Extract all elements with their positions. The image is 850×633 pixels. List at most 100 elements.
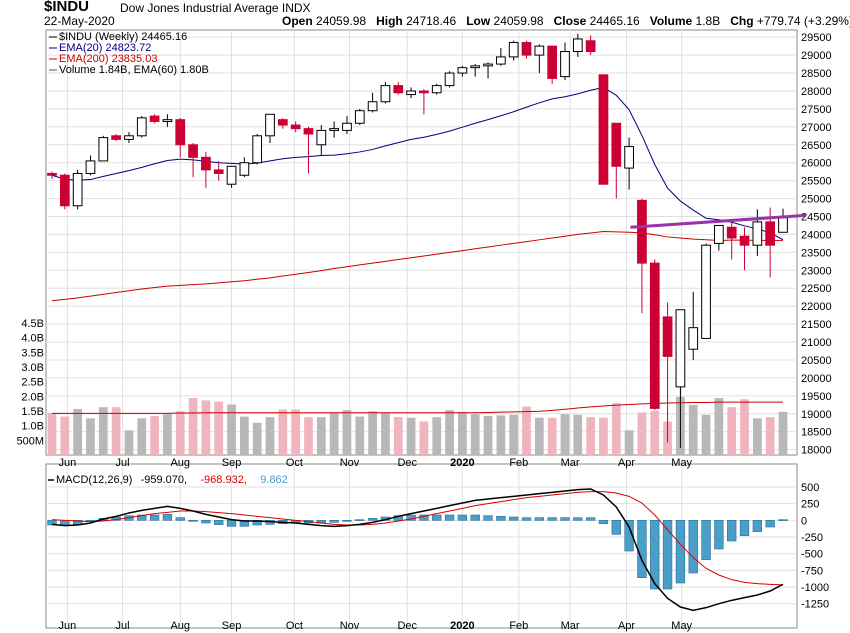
macd-histogram-bar <box>483 515 493 521</box>
volume-ema60-line <box>52 401 783 414</box>
candle-body <box>624 146 634 169</box>
macd-histogram-bar <box>509 516 519 521</box>
candle-body <box>752 221 763 246</box>
volume-bar <box>214 401 224 455</box>
candle-body <box>316 129 327 146</box>
macd-histogram-bar <box>162 514 173 521</box>
price-x-label: Aug <box>170 457 190 469</box>
volume-bar <box>599 417 608 455</box>
volume-bar <box>727 407 737 455</box>
macd-histogram-bar <box>662 520 673 590</box>
macd-histogram-bar <box>624 520 634 552</box>
volume-bar <box>98 407 108 455</box>
ohlc-readout: Open 24059.98 High 24718.46 Low 24059.98… <box>282 14 850 28</box>
candle-body <box>162 119 173 122</box>
price-x-label: Dec <box>397 457 417 469</box>
candle-body <box>47 172 57 176</box>
candle-body <box>188 144 198 158</box>
macd-histogram-bar <box>367 518 378 521</box>
volume-bar <box>470 414 480 455</box>
volume-bar <box>688 404 698 455</box>
candle-body <box>714 224 724 244</box>
candle-body <box>495 56 506 65</box>
price-axis-tick: 18500 <box>801 427 832 439</box>
macd-histogram-bar <box>226 520 237 527</box>
price-axis-tick: 19500 <box>801 391 832 403</box>
candle-body <box>342 122 352 131</box>
candle-body <box>149 115 160 122</box>
candle-body <box>111 135 121 140</box>
price-axis-tick: 22000 <box>801 301 832 313</box>
macd-x-label: Jul <box>116 620 130 632</box>
volume-bar <box>765 417 775 455</box>
candle-body <box>303 128 314 135</box>
candle-body <box>662 316 673 357</box>
volume-bar <box>432 417 442 455</box>
volume-bar <box>637 412 647 455</box>
volume-bar <box>291 409 301 455</box>
macd-histogram-bar <box>752 520 763 532</box>
price-x-label: Jun <box>59 457 77 469</box>
macd-x-label: Sep <box>222 620 242 632</box>
volume-bar <box>304 417 313 455</box>
candle-body <box>483 63 493 67</box>
exchange-text: INDX <box>281 1 311 15</box>
price-axis-tick: 26000 <box>801 158 832 170</box>
macd-histogram-bar <box>355 519 365 521</box>
candle-body <box>675 309 686 388</box>
price-axis-tick: 20500 <box>801 355 832 367</box>
macd-axis-tick: 500 <box>801 482 819 494</box>
price-legend-entry: EMA(20) 24823.72 <box>59 42 151 54</box>
candle-body <box>547 45 558 79</box>
volume-bar <box>573 414 583 455</box>
candle-body <box>367 101 378 112</box>
volume-axis-tick: 1.0B <box>21 421 44 433</box>
macd-histogram-bar <box>637 520 647 578</box>
macd-histogram-bar <box>342 520 352 522</box>
chg-value: +779.74 (+3.29%) <box>756 14 850 28</box>
macd-axis-tick: -250 <box>801 532 823 544</box>
macd-legend-entry: -959.070, <box>141 474 187 486</box>
volume-bar <box>624 430 634 455</box>
macd-histogram-bar <box>496 516 506 521</box>
volume-bar <box>522 406 531 455</box>
candle-body <box>72 172 83 207</box>
volume-axis-tick: 1.5B <box>21 406 44 418</box>
volume-bar <box>240 416 249 455</box>
symbol-title: $INDU <box>44 0 90 15</box>
candle-body <box>508 42 519 58</box>
volume-axis-tick: 4.5B <box>21 318 44 330</box>
macd-histogram-bar <box>188 520 198 522</box>
macd-histogram-bar <box>149 514 160 521</box>
candle-body <box>739 235 750 246</box>
volume-bar <box>701 414 711 455</box>
volume-bar <box>355 416 365 455</box>
price-axis-tick: 23500 <box>801 247 832 259</box>
price-axis-tick: 27000 <box>801 122 832 134</box>
low-label: Low <box>466 14 491 28</box>
price-legend-entry: EMA(200) 23835.03 <box>59 53 157 65</box>
volume-axis-tick: 2.5B <box>21 377 44 389</box>
open-label: Open <box>282 14 313 28</box>
candle-body <box>406 90 416 96</box>
macd-x-label: Nov <box>340 620 360 632</box>
volume-bar <box>509 414 519 455</box>
candle-body <box>380 85 391 103</box>
macd-x-label: Dec <box>397 620 417 632</box>
candle-body <box>175 119 186 146</box>
volume-bar <box>496 415 506 455</box>
price-axis-tick: 25500 <box>801 176 832 188</box>
volume-bar <box>124 430 134 455</box>
candle-body <box>98 137 109 162</box>
index-name: Dow Jones Industrial Average INDX <box>120 1 311 15</box>
macd-axis-tick: -500 <box>801 549 823 561</box>
low-value: 24059.98 <box>493 14 544 28</box>
candle-body <box>637 199 647 264</box>
volume-bar <box>163 414 172 455</box>
price-axis-tick: 29500 <box>801 32 832 44</box>
macd-histogram-bar <box>329 520 339 523</box>
macd-x-label: Oct <box>286 620 303 632</box>
price-axis-tick: 19000 <box>801 409 832 421</box>
macd-histogram-bar <box>675 520 686 584</box>
volume-bar <box>368 411 377 455</box>
